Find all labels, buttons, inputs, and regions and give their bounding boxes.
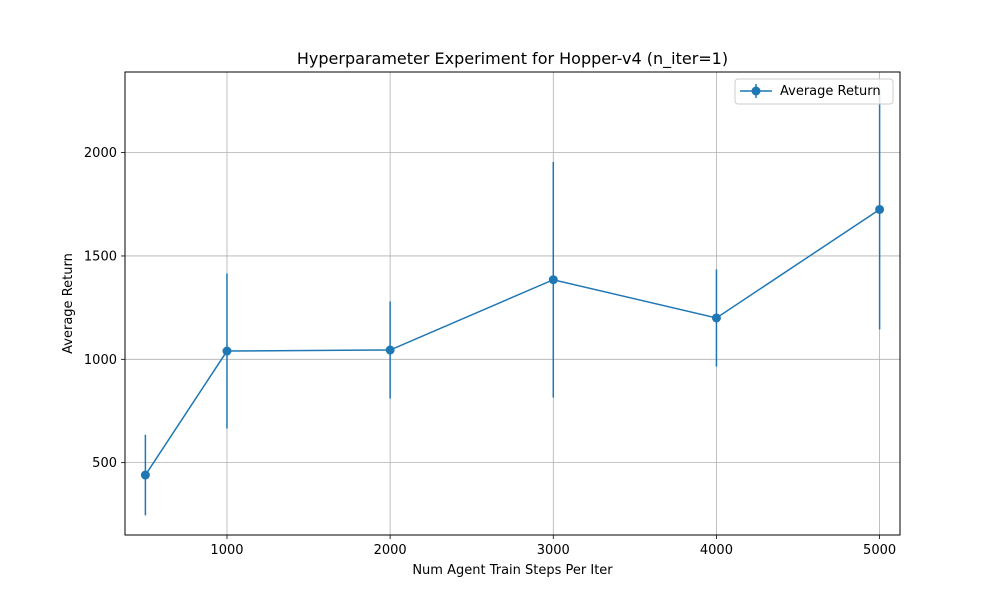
data-point [140,470,150,480]
legend: Average Return [734,78,894,105]
x-tick-label: 4000 [700,543,733,558]
data-point [711,313,721,323]
chart-title: Hyperparameter Experiment for Hopper-v4 … [297,49,728,69]
y-tick-label: 1500 [84,249,117,264]
data-series [140,89,885,516]
ticks: 1000 2000 3000 4000 5000 500 1000 1500 2000 [84,146,896,558]
legend-box [734,78,894,105]
y-tick-label: 2000 [84,146,117,161]
x-tick-label: 5000 [863,543,896,558]
y-axis-label: Average Return [61,253,76,354]
x-axis-label: Num Agent Train Steps Per Iter [412,563,613,578]
y-tick-label: 1000 [84,353,117,368]
data-point [875,204,885,214]
data-point [385,345,395,355]
legend-marker [751,86,761,96]
series-line [144,208,881,476]
plot-frame [124,71,901,536]
x-tick-label: 1000 [210,543,243,558]
y-tick-label: 500 [92,456,117,471]
x-tick-label: 2000 [374,543,407,558]
data-point [548,275,558,285]
x-tick-label: 3000 [537,543,570,558]
data-point [222,346,232,356]
legend-label: Average Return [780,84,881,99]
